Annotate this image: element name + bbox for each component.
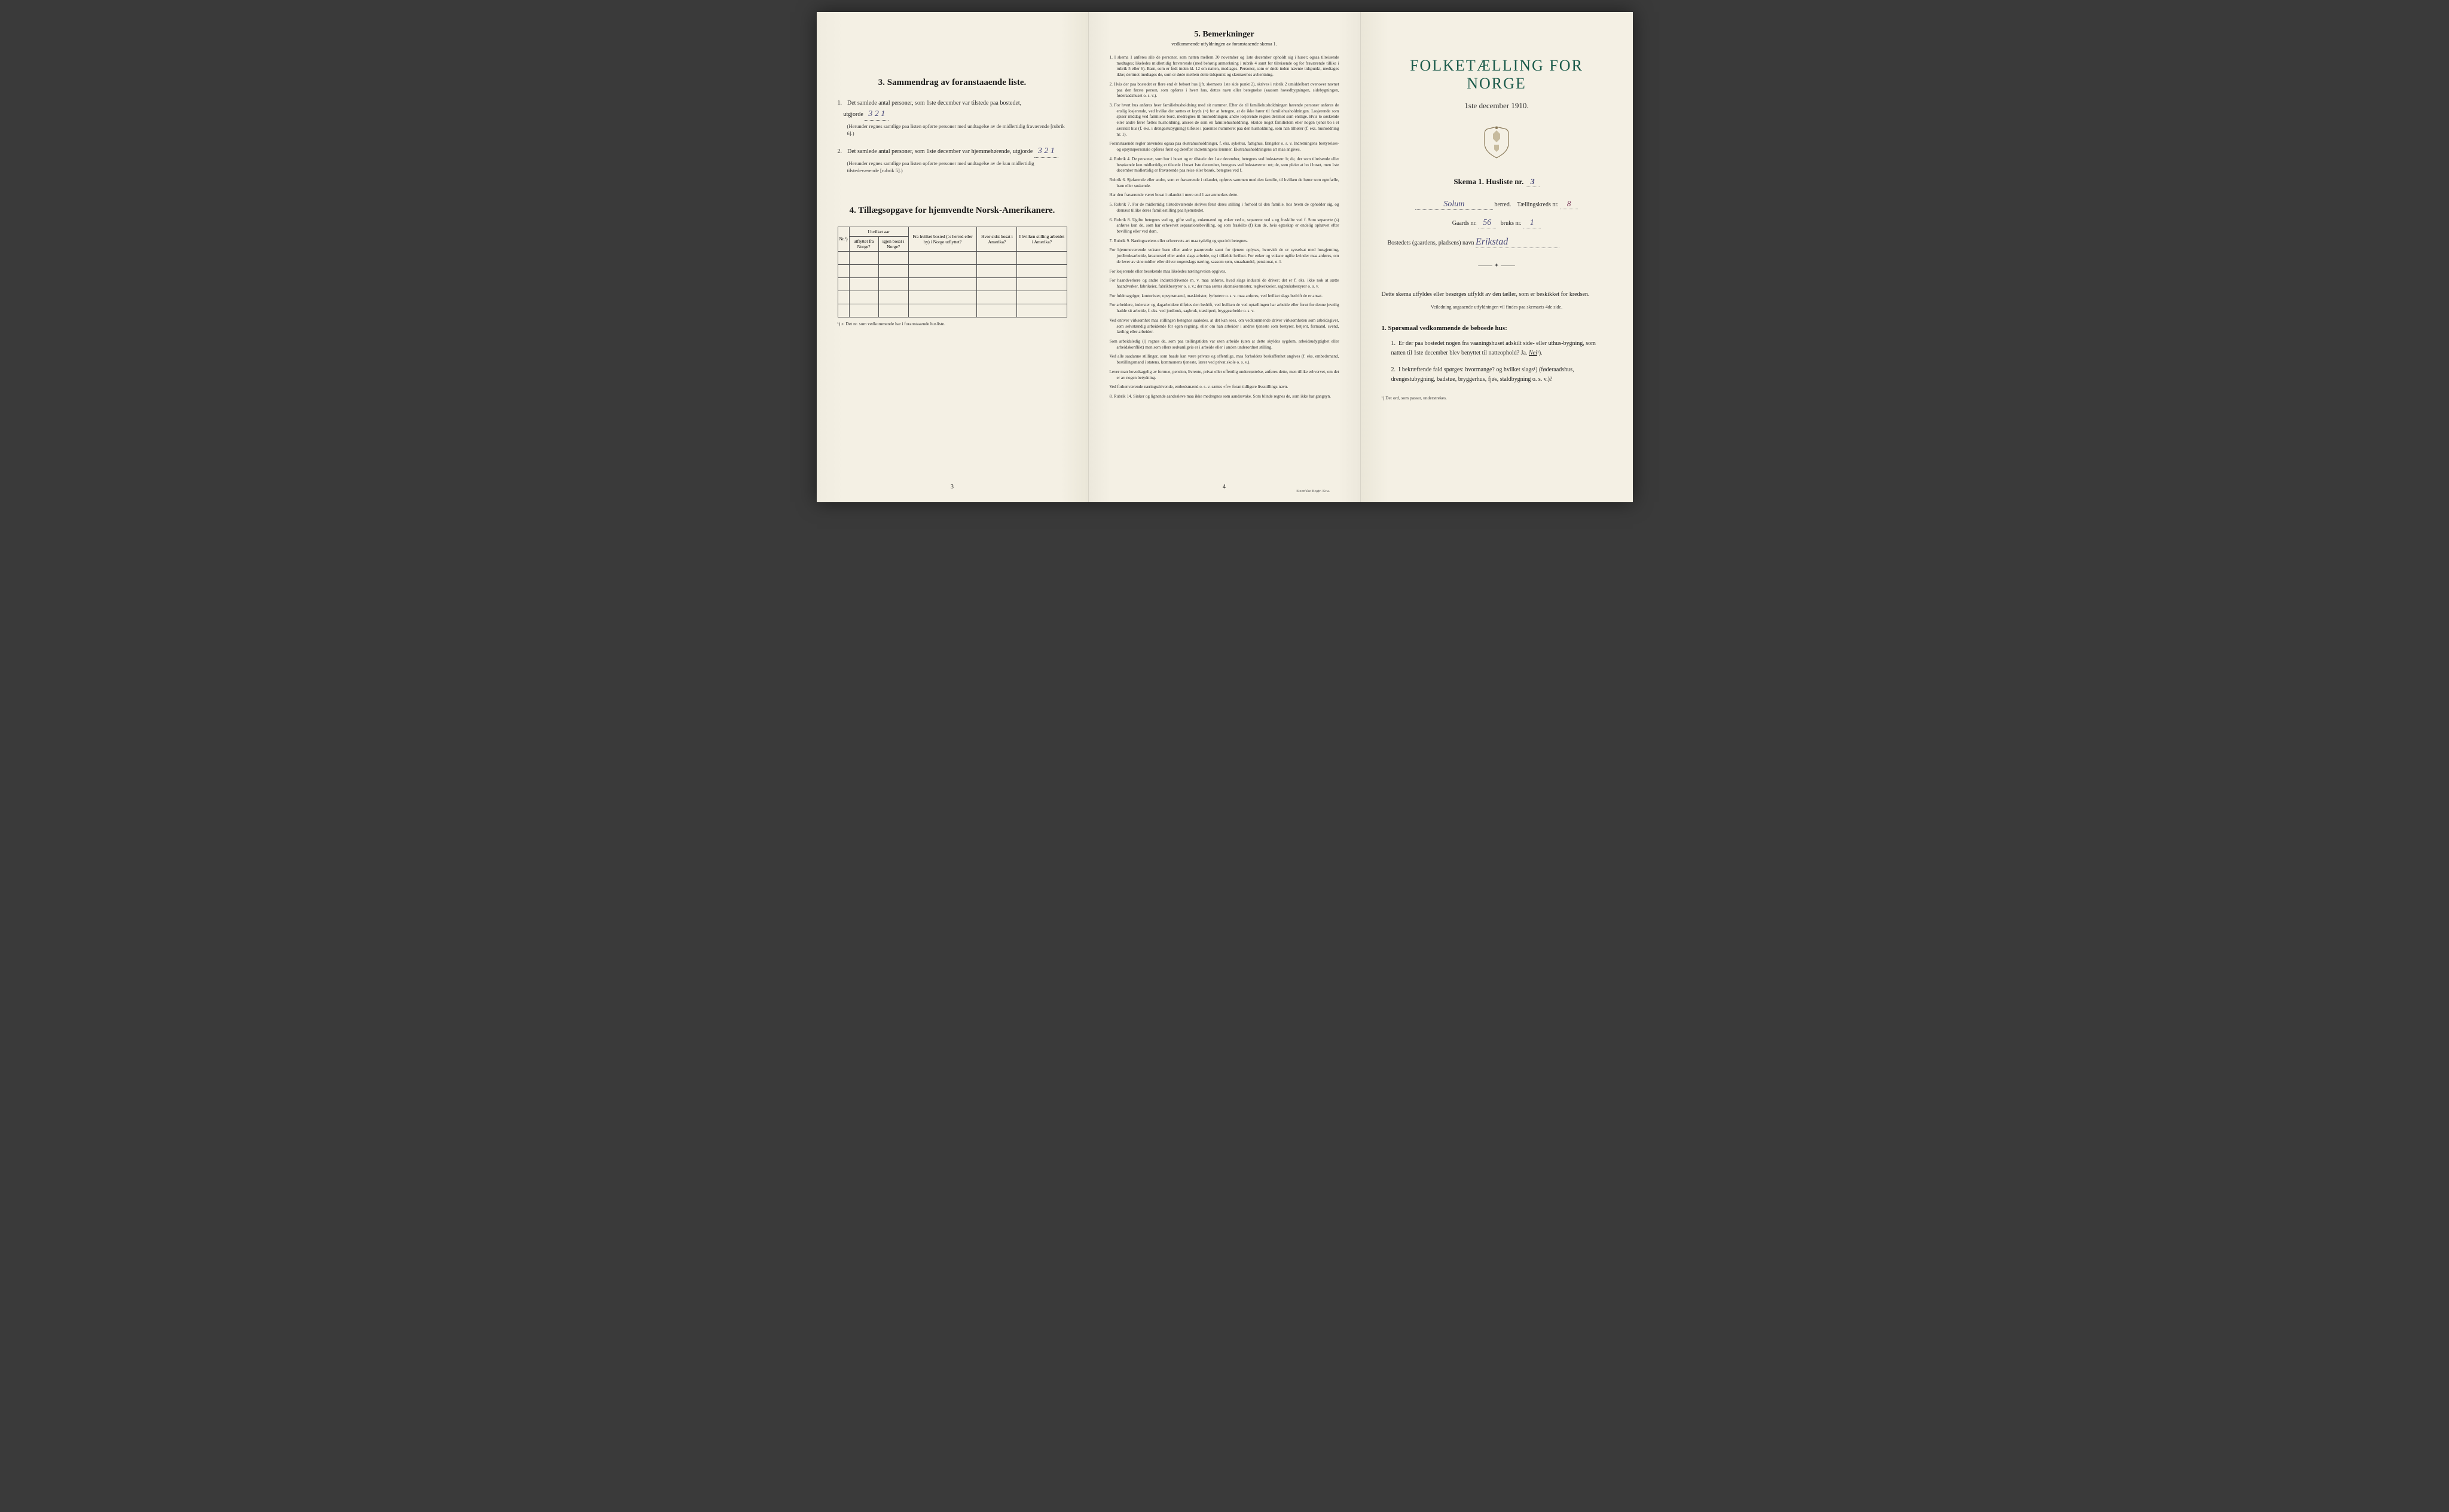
- coat-of-arms-icon: [1382, 126, 1612, 162]
- section3-heading: 3. Sammendrag av foranstaaende liste.: [838, 78, 1067, 88]
- bemerk-item: Ved forhenværende næringsdrivende, embed…: [1110, 384, 1339, 390]
- main-title: FOLKETÆLLING FOR NORGE: [1382, 57, 1612, 93]
- tillaeg-table: Nr.¹) I hvilket aar Fra hvilket bosted (…: [838, 227, 1067, 317]
- herred-value: Solum: [1415, 200, 1493, 210]
- instructions-text: Dette skema utfyldes eller besørges utfy…: [1382, 290, 1612, 300]
- bemerk-list: 1. I skema 1 anføres alle de personer, s…: [1110, 55, 1339, 400]
- sub-title: 1ste december 1910.: [1382, 101, 1612, 111]
- page-number-3: 3: [951, 484, 954, 490]
- bemerk-item: 4. Rubrik 4. De personer, som bor i huse…: [1110, 157, 1339, 174]
- item-2: 2. Det samlede antal personer, som 1ste …: [838, 145, 1067, 175]
- item2-note: (Herunder regnes samtlige paa listen opf…: [847, 160, 1067, 175]
- col-stilling: I hvilken stilling arbeidet i Amerika?: [1017, 227, 1067, 251]
- bemerk-heading: 5. Bemerkninger: [1110, 30, 1339, 39]
- bemerk-item: For arbeidere, inderster og dagarbeidere…: [1110, 303, 1339, 314]
- page-number-4: 4: [1223, 484, 1226, 490]
- col-nr: Nr.¹): [838, 227, 849, 251]
- question-2: 2. I bekræftende fald spørges: hvormange…: [1391, 365, 1612, 384]
- bemerk-item: Lever man hovedsagelig av formue, pensio…: [1110, 369, 1339, 381]
- sporsmaal-heading: 1. Spørsmaal vedkommende de beboede hus:: [1382, 325, 1612, 332]
- bemerk-item: 1. I skema 1 anføres alle de personer, s…: [1110, 55, 1339, 78]
- item2-value: 3 2 1: [1034, 145, 1058, 158]
- bemerk-item: Har den fraværende været bosat i utlande…: [1110, 193, 1339, 198]
- bemerk-item: 3. For hvert hus anføres hver familiehus…: [1110, 103, 1339, 138]
- bemerk-item: Rubrik 6. Sjøfarende eller andre, som er…: [1110, 178, 1339, 189]
- printer-note: Steen'ske Bogtr. Kr.a.: [1296, 489, 1330, 493]
- col-bosted: Fra hvilket bosted (ɔ: herred eller by) …: [908, 227, 977, 251]
- col-hvor: Hvor sidst bosat i Amerika?: [977, 227, 1017, 251]
- bemerk-item: For haandverkere og andre industridriven…: [1110, 278, 1339, 289]
- item-1: 1. Det samlede antal personer, som 1ste …: [838, 99, 1067, 138]
- table-footnote: ¹) ɔ: Det nr. som vedkommende har i fora…: [838, 321, 1067, 326]
- bemerk-item: Ved enhver virksomhet maa stillingen bet…: [1110, 318, 1339, 335]
- bruks-value: 1: [1523, 218, 1541, 228]
- herred-line: Solum herred. Tællingskreds nr. 8: [1382, 199, 1612, 210]
- bemerk-item: 8. Rubrik 14. Sinker og lignende aandssl…: [1110, 394, 1339, 400]
- page-left: 3. Sammendrag av foranstaaende liste. 1.…: [817, 12, 1089, 502]
- bemerk-item: Foranstaaende regler anvendes ogsaa paa …: [1110, 141, 1339, 152]
- bostedets-value: Erikstad: [1476, 237, 1559, 248]
- skema-line: Skema 1. Husliste nr. 3: [1382, 177, 1612, 187]
- page-middle: 5. Bemerkninger vedkommende utfyldningen…: [1089, 12, 1361, 502]
- table-row: [838, 251, 1067, 264]
- husliste-nr: 3: [1526, 178, 1540, 187]
- section4-heading: 4. Tillægsopgave for hjemvendte Norsk-Am…: [838, 206, 1067, 216]
- bemerk-item: For hjemmeværende voksne barn eller andr…: [1110, 248, 1339, 265]
- bemerk-item: For fuldmægtiger, kontorister, opsynsmæn…: [1110, 294, 1339, 300]
- gaards-line: Gaards nr. 56 bruks nr. 1: [1382, 218, 1612, 228]
- ornament-divider: ⸻ ✦ ⸻: [1382, 260, 1612, 269]
- bemerk-item: 7. Rubrik 9. Næringsveiens eller erhverv…: [1110, 239, 1339, 245]
- right-footnote: ¹) Det ord, som passer, understrekes.: [1382, 395, 1612, 401]
- bemerk-item: 6. Rubrik 8. Ugifte betegnes ved ug, gif…: [1110, 218, 1339, 235]
- col-igjen: igjen bosat i Norge?: [878, 236, 908, 251]
- col-group-aar: I hvilket aar: [849, 227, 908, 236]
- question-1: 1. Er der paa bostedet nogen fra vaaning…: [1391, 339, 1612, 358]
- instructions-small: Veiledning angaaende utfyldningen vil fi…: [1382, 304, 1612, 310]
- bemerk-item: Ved alle saadanne stillinger, som baade …: [1110, 354, 1339, 365]
- item1-note: (Herunder regnes samtlige paa listen opf…: [847, 123, 1067, 138]
- item1-value: 3 2 1: [865, 108, 888, 121]
- table-row: [838, 277, 1067, 291]
- bemerk-sub: vedkommende utfyldningen av foranstaaend…: [1110, 41, 1339, 47]
- table-row: [838, 304, 1067, 317]
- bostedets-line: Bostedets (gaardens, pladsens) navn Erik…: [1382, 237, 1612, 248]
- page-right: FOLKETÆLLING FOR NORGE 1ste december 191…: [1361, 12, 1633, 502]
- col-utflyttet: utflyttet fra Norge?: [849, 236, 878, 251]
- nei-underlined: Nei: [1529, 350, 1537, 356]
- bemerk-item: 2. Hvis der paa bostedet er flere end ét…: [1110, 82, 1339, 99]
- document-spread: 3. Sammendrag av foranstaaende liste. 1.…: [817, 12, 1633, 502]
- bemerk-item: For losjerende eller besøkende maa likel…: [1110, 269, 1339, 275]
- bemerk-item: Som arbeidsledig (l) regnes de, som paa …: [1110, 339, 1339, 350]
- tillaeg-tbody: [838, 251, 1067, 317]
- taellingskreds-value: 8: [1560, 199, 1578, 209]
- table-row: [838, 264, 1067, 277]
- gaards-value: 56: [1478, 218, 1496, 228]
- bemerk-item: 5. Rubrik 7. For de midlertidig tilstede…: [1110, 202, 1339, 213]
- table-row: [838, 291, 1067, 304]
